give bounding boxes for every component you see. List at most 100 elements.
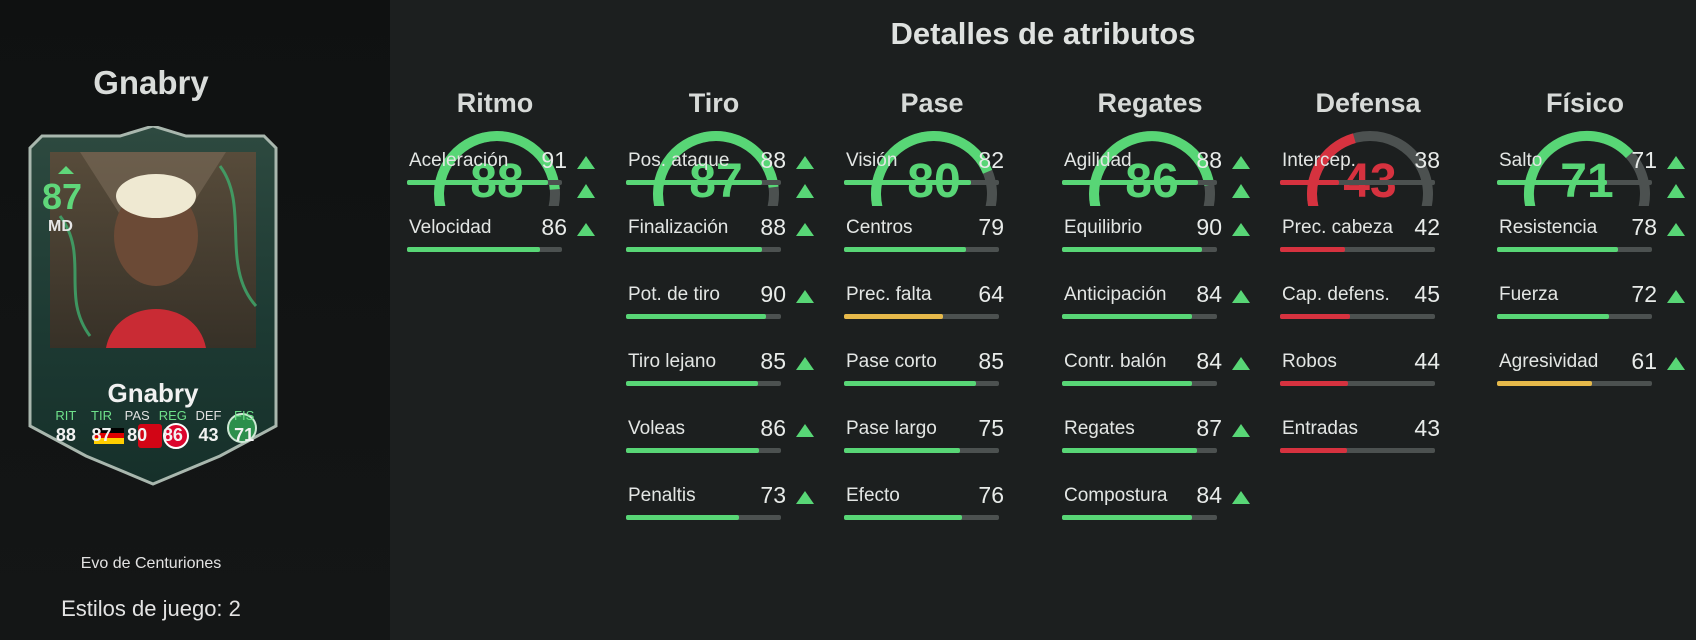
stat-label: Penaltis	[628, 485, 696, 506]
stat-label: Pot. de tiro	[628, 284, 720, 305]
up-arrow-icon	[796, 290, 814, 303]
category-name: Regates	[1097, 88, 1203, 118]
stat-value: 84	[1196, 281, 1222, 307]
stat-value: 86	[541, 214, 567, 240]
stat-value: 90	[760, 281, 786, 307]
card-stat-label: FIS	[234, 408, 255, 423]
card-frame-icon	[28, 126, 278, 486]
stat-label: Contr. balón	[1064, 351, 1167, 372]
stat-bar	[1280, 180, 1435, 185]
stat-value: 85	[760, 348, 786, 374]
playstyles-label[interactable]: Estilos de juego: 2	[61, 596, 241, 621]
up-arrow-icon	[796, 156, 814, 169]
card-stat-label: TIR	[91, 408, 112, 423]
stat-bar-fill	[626, 381, 758, 386]
stat-value: 90	[1196, 214, 1222, 240]
stat-bar	[844, 515, 999, 520]
card-stat-value: 88	[55, 425, 76, 445]
player-title: Gnabry	[93, 64, 209, 101]
stat-row: Centros 79	[844, 214, 1044, 257]
stat-row: Agresividad 61	[1497, 348, 1696, 391]
up-arrow-icon	[796, 357, 814, 370]
stat-label: Aceleración	[409, 150, 509, 171]
stat-bar	[1062, 448, 1217, 453]
stat-row: Contr. balón 84	[1062, 348, 1262, 391]
stat-label: Centros	[846, 217, 913, 238]
stat-bar	[1280, 314, 1435, 319]
stat-row: Prec. cabeza 42	[1280, 214, 1480, 257]
stat-row: Pase corto 85	[844, 348, 1044, 391]
stat-bar	[1062, 314, 1217, 319]
stat-value: 79	[978, 214, 1004, 240]
stat-bar	[1062, 381, 1217, 386]
stat-bar	[844, 247, 999, 252]
up-arrow-icon	[1667, 290, 1685, 303]
stat-row: Pot. de tiro 90	[626, 281, 826, 324]
stat-label: Efecto	[846, 485, 900, 506]
stat-bar	[1062, 180, 1217, 185]
stat-bar-fill	[1280, 448, 1347, 453]
stat-bar	[1497, 247, 1652, 252]
stat-label: Velocidad	[409, 217, 492, 238]
stat-row: Fuerza 72	[1497, 281, 1696, 324]
gauge-fill	[653, 131, 779, 206]
gauge-fill	[1523, 130, 1634, 206]
stat-bar	[1280, 381, 1435, 386]
stat-bar-fill	[1062, 381, 1193, 386]
up-arrow-icon	[577, 156, 595, 169]
stat-value: 71	[1631, 147, 1657, 173]
stat-bar	[1497, 381, 1652, 386]
card-player-name: Gnabry	[107, 378, 199, 408]
category-name: Tiro	[688, 88, 740, 118]
attributes-title: Detalles de atributos	[890, 16, 1196, 51]
gauge-fill	[1307, 133, 1356, 206]
stat-bar-fill	[407, 180, 549, 185]
stat-bar	[626, 314, 781, 319]
stat-row: Intercep. 38	[1280, 147, 1480, 190]
stat-bar	[844, 381, 999, 386]
stat-bar	[626, 515, 781, 520]
stat-value: 44	[1414, 348, 1440, 374]
up-arrow-icon	[796, 184, 814, 198]
stat-bar-fill	[1062, 448, 1197, 453]
card-stat-label: RIT	[55, 408, 77, 423]
stat-bar-fill	[1280, 247, 1346, 252]
stat-label: Cap. defens.	[1282, 284, 1390, 305]
stat-value: 88	[760, 147, 786, 173]
stat-value: 42	[1414, 214, 1440, 240]
gauge-fill	[434, 131, 560, 206]
stat-row: Salto 71	[1497, 147, 1696, 190]
stat-bar	[626, 247, 781, 252]
stat-bar-fill	[1062, 247, 1202, 252]
stat-row: Voleas 86	[626, 415, 826, 458]
stat-bar-fill	[626, 247, 763, 252]
stat-value: 85	[978, 348, 1004, 374]
stat-label: Agresividad	[1499, 351, 1599, 372]
card-stat-label: DEF	[195, 408, 222, 423]
card-rating: 87	[42, 176, 83, 217]
stat-bar	[844, 448, 999, 453]
card-stat-value: 43	[198, 425, 219, 445]
stat-label: Finalización	[628, 217, 729, 238]
stat-bar-fill	[626, 180, 763, 185]
up-arrow-icon	[1667, 357, 1685, 370]
stat-label: Pase corto	[846, 351, 937, 372]
stat-value: 45	[1414, 281, 1440, 307]
card-stat-value: 80	[127, 425, 148, 445]
stat-bar-fill	[844, 448, 961, 453]
stat-value: 38	[1414, 147, 1440, 173]
card-stats: RIT 88 TIR 87 PAS 80 REG 86 DEF 43 FIS 71	[48, 408, 262, 446]
up-arrow-icon	[796, 424, 814, 437]
stat-label: Regates	[1064, 418, 1135, 439]
player-card[interactable]: 87 MD Gnabry RIT 88 TIR 87 PAS 80 REG 86 DEF 43 FI…	[20, 126, 286, 486]
card-stat-label: PAS	[124, 408, 150, 423]
stat-bar-fill	[844, 314, 944, 319]
stat-bar	[1280, 247, 1435, 252]
stat-bar-fill	[1280, 314, 1350, 319]
stat-bar	[626, 180, 781, 185]
stat-label: Agilidad	[1064, 150, 1132, 171]
stat-value: 91	[541, 147, 567, 173]
stat-value: 82	[978, 147, 1004, 173]
stat-row: Penaltis 73	[626, 482, 826, 525]
up-arrow-icon	[1232, 184, 1250, 198]
